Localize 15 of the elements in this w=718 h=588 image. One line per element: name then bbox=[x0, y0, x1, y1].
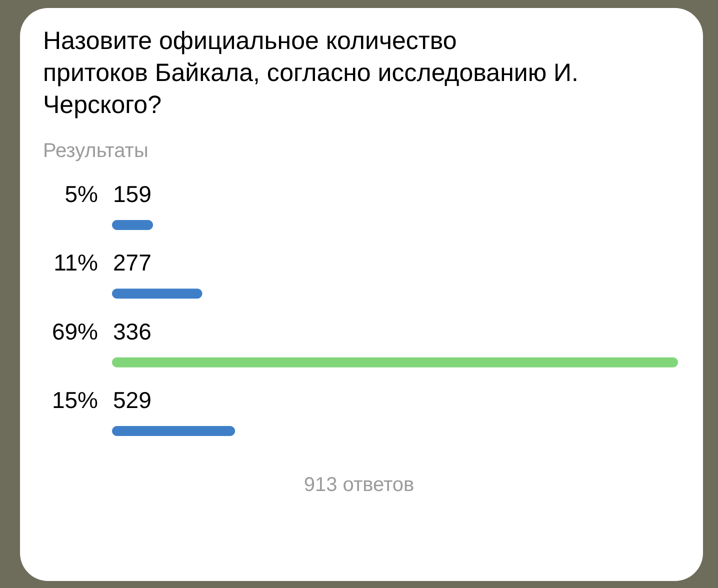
bar bbox=[112, 220, 154, 230]
bar bbox=[112, 357, 678, 368]
chart-subtitle: Результаты bbox=[43, 140, 148, 162]
bar bbox=[112, 288, 202, 299]
text: 913 ответов bbox=[304, 474, 414, 496]
data-label: 11% bbox=[54, 250, 98, 276]
y-tick-label: 277 bbox=[113, 250, 152, 276]
chart-title: Назовите официальное количество притоков Байкала, согласно исследованию И. Черского? bbox=[43, 27, 578, 119]
data-label: 5% bbox=[64, 181, 98, 207]
data-label: 69% bbox=[52, 318, 98, 344]
y-tick-label: 159 bbox=[113, 181, 152, 207]
data-label: 15% bbox=[52, 387, 98, 413]
bar bbox=[112, 426, 236, 436]
y-tick-label: 529 bbox=[113, 387, 152, 413]
y-tick-label: 336 bbox=[113, 318, 152, 344]
